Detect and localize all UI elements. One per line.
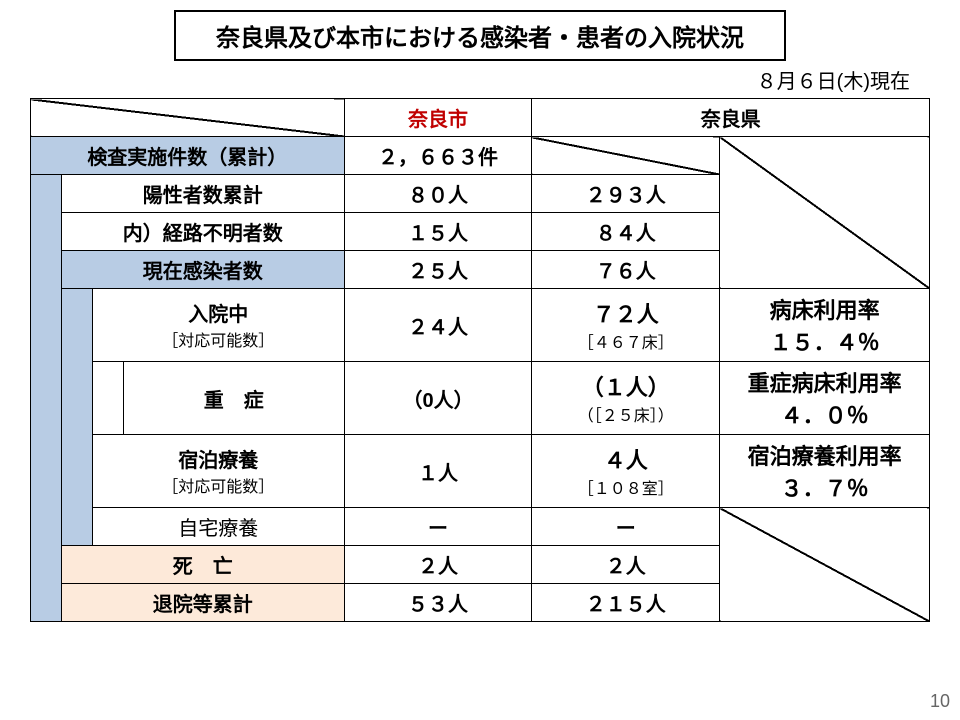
lodging-city: １人 (344, 435, 532, 508)
hosp-city: ２４人 (344, 289, 532, 362)
label-severe: 重 症 (123, 362, 344, 435)
page-number: 10 (930, 691, 950, 712)
label-tests: 検査実施件数（累計） (31, 137, 345, 175)
tests-city: ２，６６３件 (344, 137, 532, 175)
label-current: 現在感染者数 (61, 251, 344, 289)
page-title: 奈良県及び本市における感染者・患者の入院状況 (174, 10, 786, 61)
unknown-city: １５人 (344, 213, 532, 251)
severe-indent (92, 362, 123, 435)
discharged-city: ５３人 (344, 584, 532, 622)
home-city: ー (344, 508, 532, 546)
col-city: 奈良市 (344, 99, 532, 137)
death-city: ２人 (344, 546, 532, 584)
col-pref: 奈良県 (532, 99, 930, 137)
unknown-pref: ８４人 (532, 213, 720, 251)
status-table: 奈良市 奈良県 検査実施件数（累計） ２，６６３件 陽性者数累計 ８０人 ２９３… (30, 98, 930, 622)
row-tests: 検査実施件数（累計） ２，６６３件 (31, 137, 930, 175)
left-spine (31, 175, 62, 622)
header-row: 奈良市 奈良県 (31, 99, 930, 137)
tests-pref-blank (532, 137, 720, 175)
severe-rate: 重症病床利用率 ４．０％ (720, 362, 930, 435)
hosp-rate: 病床利用率 １５．４％ (720, 289, 930, 362)
row-hosp: 入院中 ［対応可能数］ ２４人 ７２人 ［４６７床］ 病床利用率 １５．４％ (31, 289, 930, 362)
severe-city: （0人） (344, 362, 532, 435)
label-lodging: 宿泊療養 ［対応可能数］ (92, 435, 344, 508)
row-severe: 重 症 （0人） （１人） （［２５床］） 重症病床利用率 ４．０％ (31, 362, 930, 435)
label-hosp: 入院中 ［対応可能数］ (92, 289, 344, 362)
current-city: ２５人 (344, 251, 532, 289)
left-spine-2 (61, 289, 92, 546)
current-pref: ７６人 (532, 251, 720, 289)
label-home: 自宅療養 (92, 508, 344, 546)
severe-pref: （１人） （［２５床］） (532, 362, 720, 435)
row-lodging: 宿泊療養 ［対応可能数］ １人 ４人 ［１０８室］ 宿泊療養利用率 ３．７％ (31, 435, 930, 508)
label-unknown: 内）経路不明者数 (61, 213, 344, 251)
lodging-pref: ４人 ［１０８室］ (532, 435, 720, 508)
death-pref: ２人 (532, 546, 720, 584)
label-discharged: 退院等累計 (61, 584, 344, 622)
positive-pref: ２９３人 (532, 175, 720, 213)
rate-blank-top (720, 137, 930, 289)
row-home: 自宅療養 ー ー (31, 508, 930, 546)
lodging-rate: 宿泊療養利用率 ３．７％ (720, 435, 930, 508)
as-of-date: ８月６日(木)現在 (30, 65, 910, 94)
label-death: 死 亡 (61, 546, 344, 584)
discharged-pref: ２１５人 (532, 584, 720, 622)
label-positive: 陽性者数累計 (61, 175, 344, 213)
home-pref: ー (532, 508, 720, 546)
positive-city: ８０人 (344, 175, 532, 213)
rate-blank-bottom (720, 508, 930, 622)
hosp-pref: ７２人 ［４６７床］ (532, 289, 720, 362)
